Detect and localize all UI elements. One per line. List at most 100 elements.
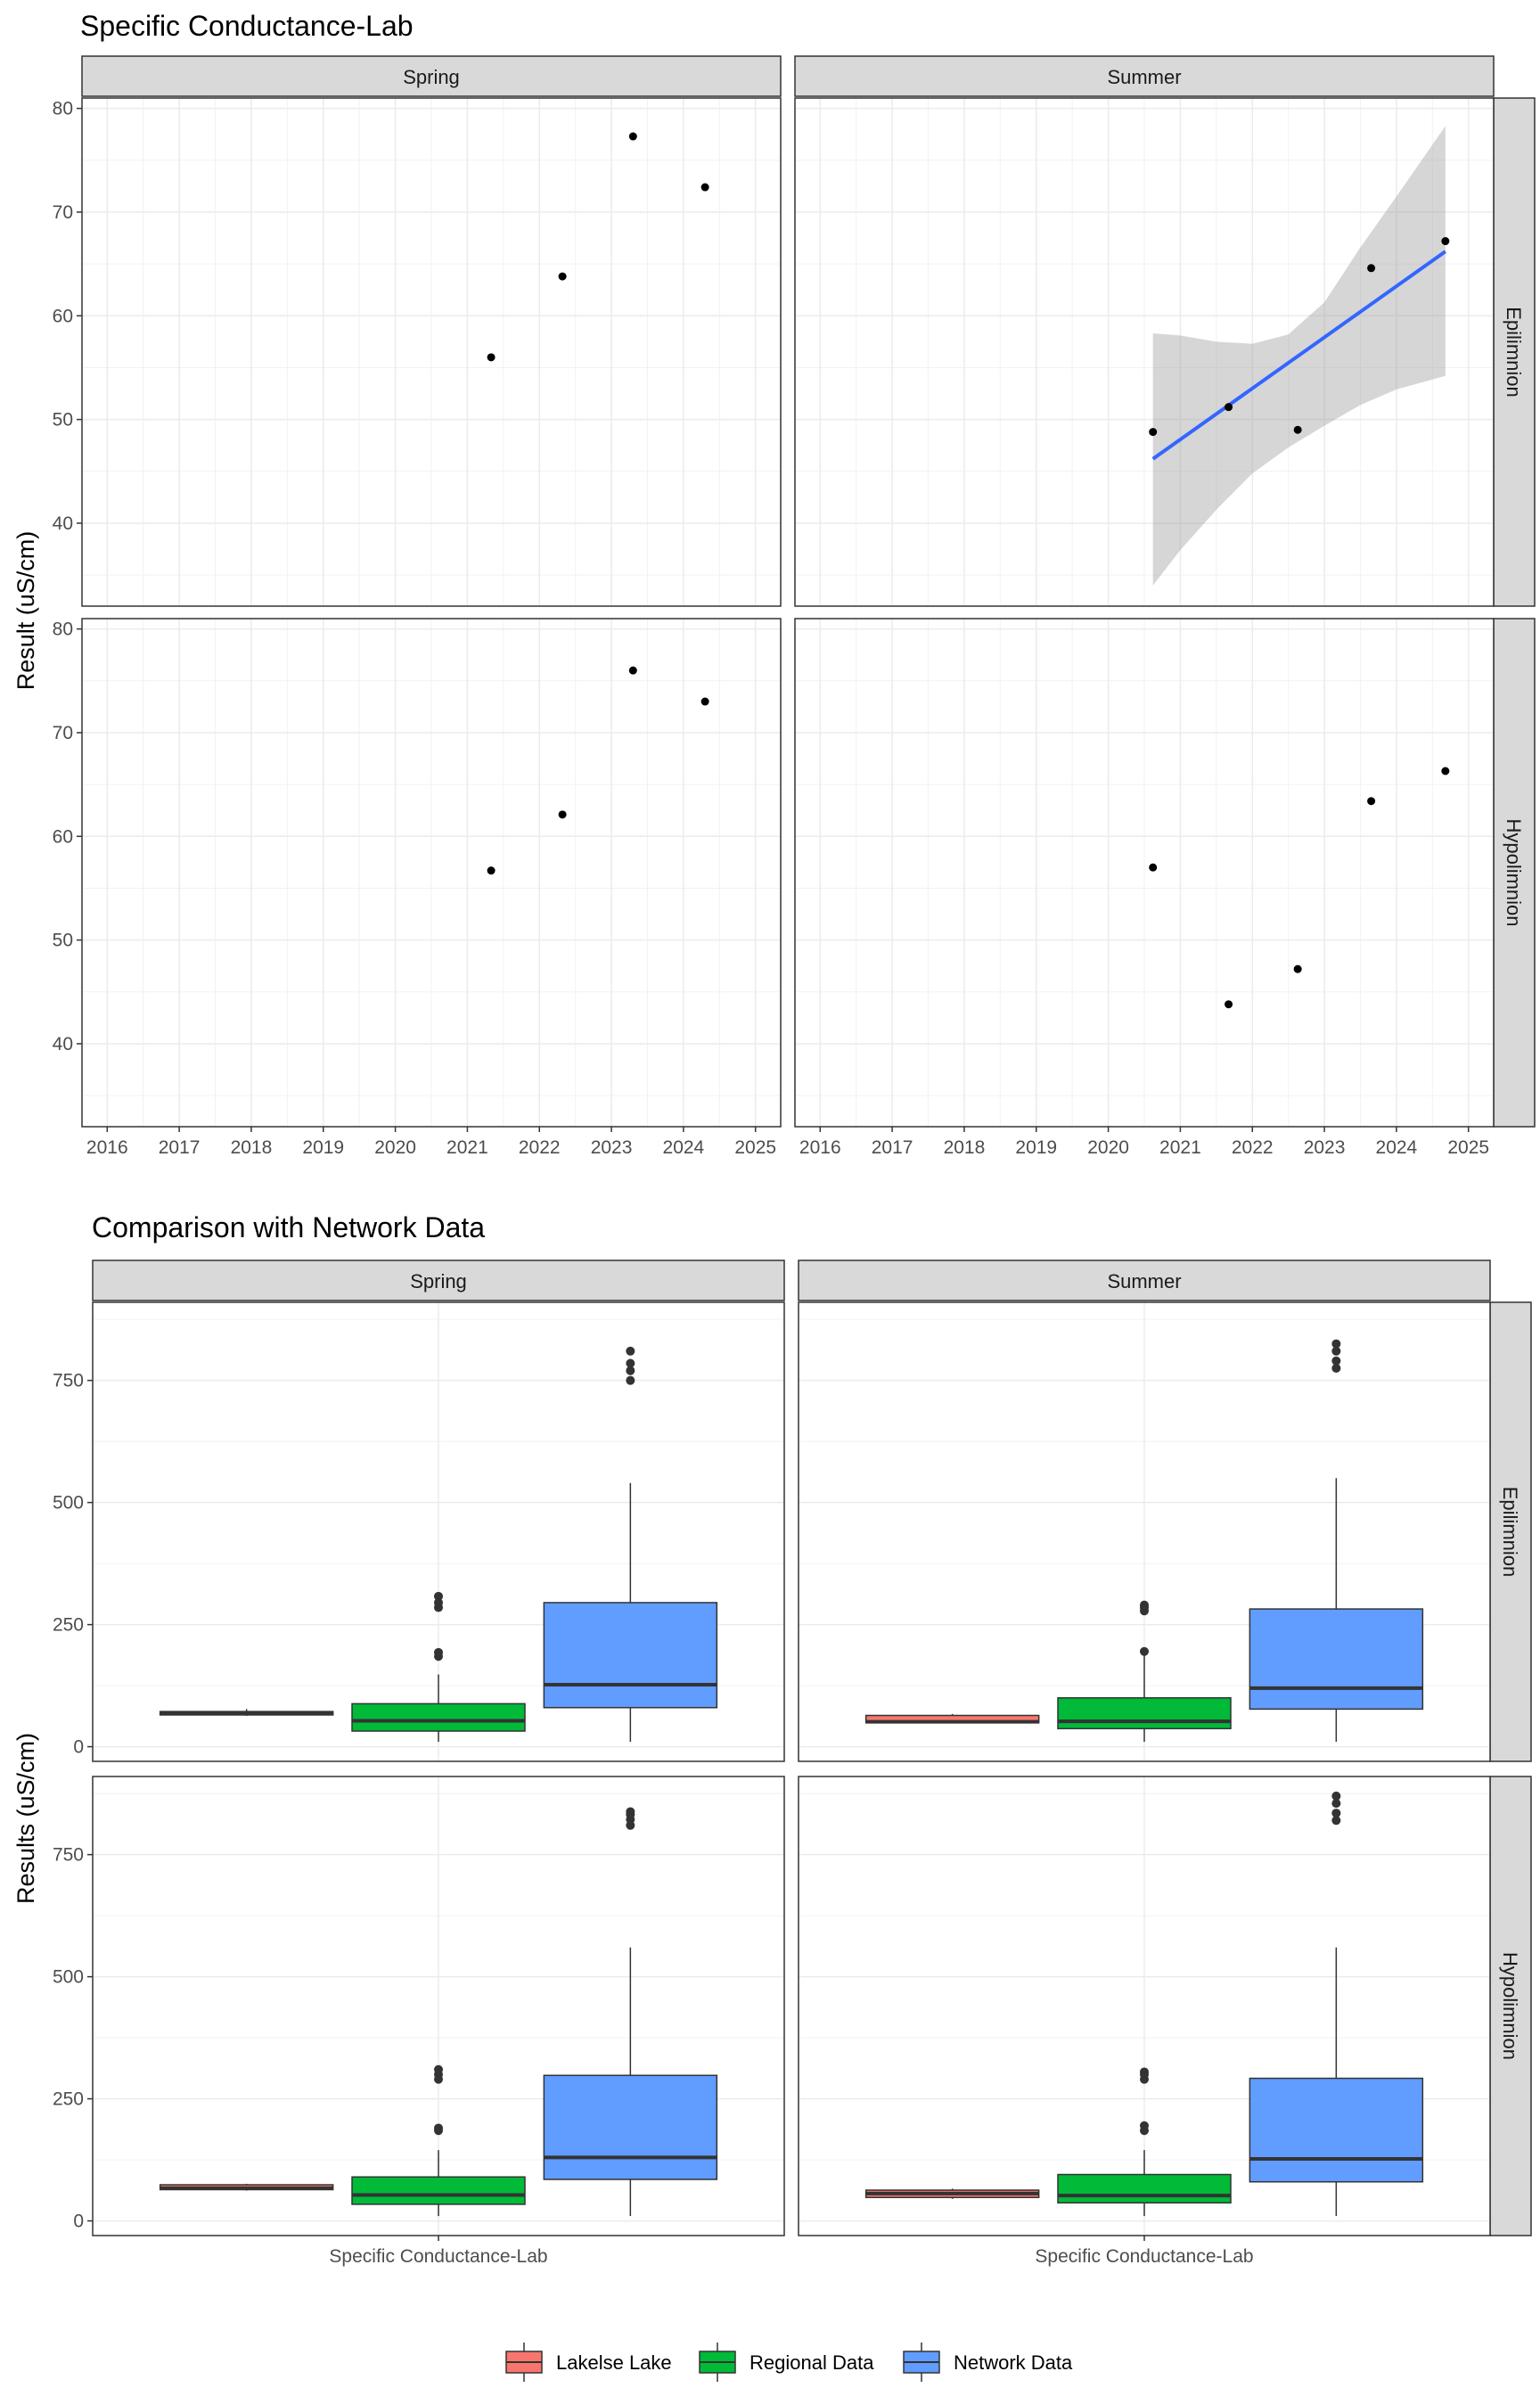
y-tick-label: 70	[53, 723, 73, 743]
facet-label-col: Summer	[1107, 66, 1181, 88]
x-tick-label: 2024	[1376, 1137, 1418, 1158]
data-point	[487, 353, 496, 362]
y-tick-label: 250	[53, 2089, 84, 2110]
data-point	[1367, 797, 1376, 806]
legend-label: Network Data	[954, 2351, 1073, 2374]
trend-line	[1151, 250, 1447, 461]
legend-item: Regional Data	[699, 2343, 874, 2382]
x-tick-label: Specific Conductance-Lab	[329, 2246, 547, 2267]
facet-label-row: Epilimnion	[1503, 307, 1525, 398]
x-tick-label: 2023	[1304, 1137, 1346, 1158]
panel	[794, 97, 1495, 607]
x-tick-label: 2017	[872, 1137, 913, 1158]
x-tick-label: 2018	[944, 1137, 986, 1158]
box	[159, 1709, 334, 1717]
y-tick-label: 70	[53, 202, 73, 223]
outlier-point	[626, 1366, 635, 1375]
x-tick-label: 2016	[86, 1137, 128, 1158]
x-tick-label: 2020	[1087, 1137, 1129, 1158]
y-tick-label: 0	[73, 1737, 84, 1758]
x-tick-label: 2019	[1015, 1137, 1057, 1158]
box	[864, 2188, 1040, 2199]
outlier-point	[1331, 1363, 1341, 1373]
x-tick-label: 2021	[446, 1137, 488, 1158]
facet-strip-col	[798, 1260, 1491, 1301]
facet-label-col: Spring	[410, 1270, 467, 1292]
boxplot-chart: Comparison with Network Data Results (uS…	[12, 1211, 1532, 2382]
outlier-point	[1331, 1816, 1341, 1826]
box	[1057, 1600, 1232, 1743]
facet-label-row: Hypolimnion	[1499, 1952, 1521, 2060]
box-body	[1249, 2077, 1424, 2183]
box-body	[351, 2176, 526, 2205]
outlier-point	[434, 2064, 443, 2074]
box	[351, 2064, 526, 2217]
x-tick-label: 2021	[1159, 1137, 1201, 1158]
x-tick-label: 2025	[734, 1137, 776, 1158]
x-tick-label: 2020	[374, 1137, 416, 1158]
outlier-point	[434, 2123, 443, 2133]
outlier-point	[434, 1591, 443, 1601]
facet-strip-col	[81, 55, 782, 97]
panel: 0 250 500 750 Specific Conductance-Lab	[53, 1776, 785, 2267]
box	[159, 2183, 334, 2191]
facet-strip-col	[92, 1260, 785, 1301]
data-point	[487, 866, 496, 875]
x-tick-label: 2019	[302, 1137, 344, 1158]
outlier-point	[626, 1358, 635, 1368]
x-tick-label: 2025	[1447, 1137, 1489, 1158]
box	[1249, 1791, 1424, 2217]
data-point	[1149, 863, 1158, 872]
scatter-chart: Specific Conductance-Lab Result (uS/cm) …	[12, 10, 1536, 1158]
x-tick-label: 2016	[799, 1137, 841, 1158]
box-body	[1057, 2173, 1232, 2204]
box	[1057, 2067, 1232, 2217]
panel: 2016 2017 2018 2019 2020 2021 2022 2023 2024 2025	[794, 618, 1495, 1158]
data-point	[558, 272, 567, 281]
outlier-point	[1331, 1809, 1341, 1818]
y-tick-label: 80	[53, 620, 73, 640]
y-tick-label: 250	[53, 1615, 84, 1636]
facet-strip-row	[1493, 618, 1536, 1128]
box-body	[1249, 1608, 1424, 1711]
outlier-point	[434, 1647, 443, 1657]
legend-label: Regional Data	[750, 2351, 874, 2374]
chart-title: Comparison with Network Data	[92, 1211, 485, 1243]
data-point	[1441, 237, 1450, 246]
outlier-point	[1331, 1799, 1341, 1809]
x-tick-label: 2023	[591, 1137, 633, 1158]
y-tick-label: 750	[53, 1371, 84, 1391]
panel-border	[794, 618, 1495, 1128]
outlier-point	[626, 1346, 635, 1356]
x-tick-label: 2018	[231, 1137, 273, 1158]
data-point	[1293, 964, 1302, 973]
panel: Specific Conductance-Lab	[798, 1776, 1491, 2267]
facet-label-col: Spring	[403, 66, 460, 88]
x-tick-label: Specific Conductance-Lab	[1035, 2246, 1253, 2267]
data-point	[628, 666, 637, 675]
legend-item: Network Data	[903, 2343, 1073, 2382]
y-tick-label: 40	[53, 1034, 73, 1054]
box	[1249, 1339, 1424, 1743]
outlier-point	[1331, 1356, 1341, 1366]
data-point	[1441, 767, 1450, 775]
x-tick-label: 2022	[1232, 1137, 1274, 1158]
outlier-point	[1331, 1339, 1341, 1349]
data-point	[1149, 428, 1158, 437]
facet-strip-col	[794, 55, 1495, 97]
box	[543, 1807, 718, 2217]
x-tick-label: 2017	[159, 1137, 201, 1158]
box	[351, 1591, 526, 1743]
data-point	[1225, 1000, 1233, 1009]
box-body	[543, 2074, 718, 2180]
outlier-point	[1331, 1346, 1341, 1356]
box-body	[1057, 1697, 1232, 1730]
box-body	[351, 1703, 526, 1732]
outlier-point	[434, 1597, 443, 1607]
panel-border	[92, 1301, 785, 1762]
y-tick-label: 60	[53, 306, 73, 326]
facet-strip-row	[1493, 97, 1536, 607]
panel	[798, 1301, 1491, 1762]
panel-border	[81, 618, 782, 1128]
